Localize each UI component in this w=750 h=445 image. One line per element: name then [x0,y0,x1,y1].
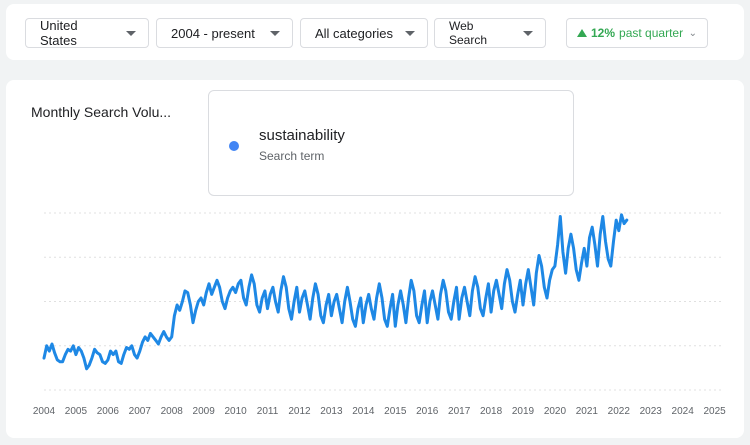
chart-title: Monthly Search Volu... [31,104,172,120]
chart-card: Monthly Search Volu... 2004 2005 2006 2007 2… [6,80,744,438]
x-tick-label: 2023 [640,406,663,417]
trend-percent: 12% [591,26,616,40]
series-line-sustainability [42,213,629,371]
caret-down-icon [523,30,533,36]
x-tick-label: 2014 [352,406,375,417]
trend-label: past quarter [619,26,684,40]
x-tick-label: 2020 [544,406,567,417]
time-range-dropdown-label: 2004 - present [171,25,255,41]
x-tick-label: 2009 [193,406,216,417]
x-tick-label: 2025 [703,406,726,417]
trend-badge[interactable]: 12% past quarter ⌄ [566,18,708,48]
search-volume-chart: 2004 2005 2006 2007 2008 2009 2010 2011 2012 2013… [33,212,726,417]
x-tick-label: 2008 [161,406,184,417]
caret-down-icon [126,30,136,36]
x-tick-label: 2017 [448,406,471,417]
x-tick-label: 2021 [576,406,599,417]
x-tick-label: 2011 [257,406,279,417]
legend-subtitle: Search term [259,149,325,163]
x-tick-label: 2006 [97,406,120,417]
legend-tooltip: sustainability Search term [208,90,574,196]
x-tick-label: 2016 [416,406,439,417]
x-tick-label: 2019 [512,406,535,417]
x-tick-label: 2007 [129,406,152,417]
caret-down-icon [405,30,415,36]
time-range-dropdown[interactable]: 2004 - present [156,18,293,48]
x-tick-label: 2015 [384,406,407,417]
legend-term: sustainability [259,127,345,144]
chevron-down-icon: ⌄ [688,27,697,39]
x-tick-label: 2018 [480,406,503,417]
category-dropdown-label: All categories [315,25,394,41]
x-tick-label: 2005 [65,406,88,417]
arrow-up-icon [577,29,587,37]
x-tick-label: 2004 [33,406,56,417]
region-dropdown-label: United States [40,18,78,48]
search-type-dropdown-label: Web Search [449,19,488,47]
x-tick-label: 2010 [224,406,247,417]
x-tick-label: 2013 [320,406,343,417]
x-tick-label: 2022 [608,406,631,417]
series-dot-icon [229,141,239,151]
region-dropdown[interactable]: United States [25,18,149,48]
caret-down-icon [270,30,280,36]
search-type-dropdown[interactable]: Web Search [434,18,546,48]
category-dropdown[interactable]: All categories [300,18,428,48]
x-tick-label: 2012 [288,406,311,417]
filter-bar: United States 2004 - present All categor… [6,4,744,60]
x-tick-label: 2024 [672,406,695,417]
